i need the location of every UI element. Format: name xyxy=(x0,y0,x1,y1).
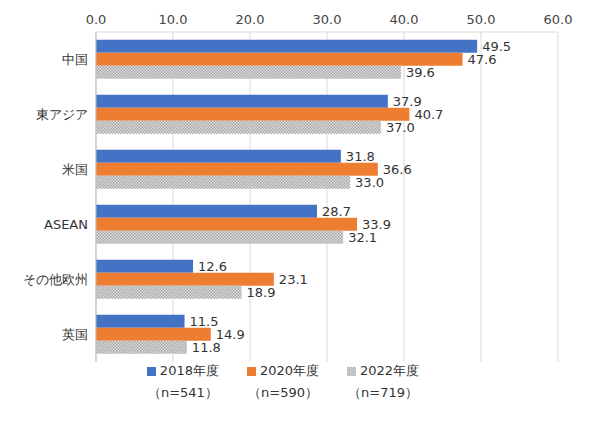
svg-text:東アジア: 東アジア xyxy=(36,107,88,122)
svg-text:米国: 米国 xyxy=(62,162,88,177)
svg-text:36.6: 36.6 xyxy=(383,162,412,177)
svg-text:20.0: 20.0 xyxy=(236,12,265,27)
svg-text:60.0: 60.0 xyxy=(544,12,573,27)
svg-text:その他欧州: その他欧州 xyxy=(23,272,88,287)
svg-text:33.9: 33.9 xyxy=(362,216,391,232)
html-text:（n=541）: （n=541） xyxy=(147,385,218,400)
svg-text:31.8: 31.8 xyxy=(346,149,375,164)
svg-text:32.1: 32.1 xyxy=(348,230,377,245)
svg-text:23.1: 23.1 xyxy=(279,272,308,287)
svg-text:0.0: 0.0 xyxy=(86,12,107,27)
svg-text:英国: 英国 xyxy=(62,327,88,342)
svg-text:49.5: 49.5 xyxy=(482,38,512,54)
svg-text:37.9: 37.9 xyxy=(392,93,422,109)
svg-text:50.0: 50.0 xyxy=(467,12,496,27)
svg-text:18.9: 18.9 xyxy=(247,285,276,300)
svg-text:中国: 中国 xyxy=(62,52,88,67)
html-text:2022年度: 2022年度 xyxy=(360,363,420,378)
svg-text:ASEAN: ASEAN xyxy=(44,217,88,232)
svg-text:10.0: 10.0 xyxy=(159,12,188,27)
html-text:（n=590）: （n=590） xyxy=(248,385,318,400)
svg-text:39.6: 39.6 xyxy=(406,65,435,80)
html-text:2018年度: 2018年度 xyxy=(159,363,219,378)
html-text:（n=719）: （n=719） xyxy=(348,385,419,400)
svg-text:11.5: 11.5 xyxy=(190,314,219,329)
svg-text:30.0: 30.0 xyxy=(313,12,342,27)
svg-text:14.9: 14.9 xyxy=(215,326,245,342)
svg-text:11.8: 11.8 xyxy=(192,340,221,355)
svg-text:37.0: 37.0 xyxy=(386,120,415,135)
svg-text:28.7: 28.7 xyxy=(322,204,351,219)
svg-text:47.6: 47.6 xyxy=(468,52,497,67)
svg-text:33.0: 33.0 xyxy=(355,175,384,190)
html-text:2020年度: 2020年度 xyxy=(260,363,319,378)
svg-text:12.6: 12.6 xyxy=(198,259,227,274)
svg-text:40.0: 40.0 xyxy=(390,12,419,27)
svg-text:40.7: 40.7 xyxy=(414,107,443,122)
